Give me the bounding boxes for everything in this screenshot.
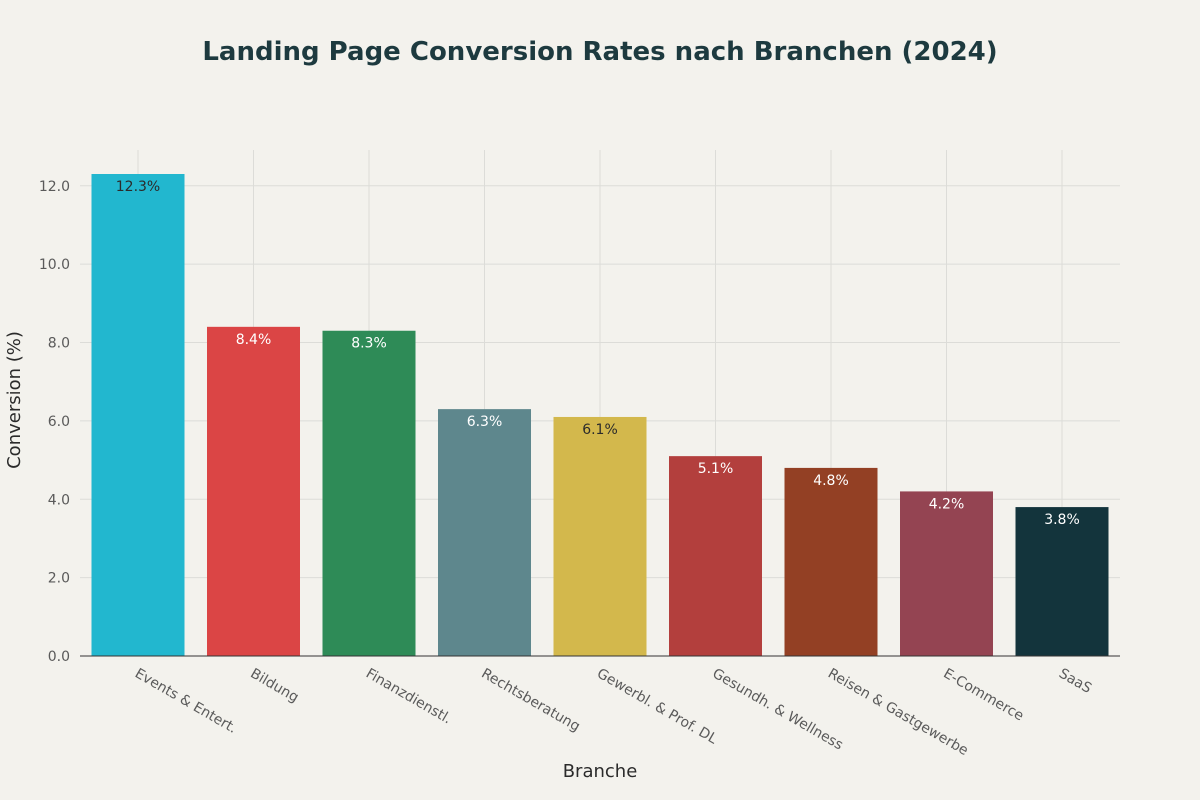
bar <box>438 409 531 656</box>
bar-data-label: 5.1% <box>698 461 734 477</box>
bar <box>784 467 878 656</box>
bar-data-label: 12.3% <box>116 179 160 195</box>
y-tick-label: 0.0 <box>48 649 70 665</box>
bar-data-label: 8.4% <box>236 332 272 348</box>
y-axis-ticks: 0.0 2.0 4.0 6.0 8.0 10.0 12.0 <box>39 179 70 665</box>
bar <box>322 330 416 656</box>
x-tick-label: Bildung <box>248 666 302 706</box>
x-tick-label: E-Commerce <box>941 666 1027 725</box>
x-tick-label: Rechtsberatung <box>479 666 583 735</box>
y-tick-label: 2.0 <box>48 571 70 587</box>
x-tick-label: Events & Entert. <box>132 666 239 737</box>
x-tick-label: Gewerbl. & Prof. DL <box>594 666 720 748</box>
bar-data-label: 3.8% <box>1044 512 1080 528</box>
y-tick-label: 12.0 <box>39 179 70 195</box>
bars-layer: 12.3% 8.4% 8.3% 6.3% 6.1% 5.1% 4.8% 4.2% 3.8% <box>91 174 1109 656</box>
y-axis-title: Conversion (%) <box>4 331 25 469</box>
bar <box>1015 507 1109 656</box>
y-tick-label: 8.0 <box>48 336 70 352</box>
bar-data-label: 6.1% <box>582 422 618 438</box>
bar <box>207 326 300 656</box>
y-tick-label: 6.0 <box>48 414 70 430</box>
bar <box>669 456 762 656</box>
y-tick-label: 4.0 <box>48 492 70 508</box>
bar <box>900 491 993 656</box>
y-tick-label: 10.0 <box>39 257 70 273</box>
bar-data-label: 8.3% <box>351 336 387 352</box>
bar-data-label: 4.8% <box>813 473 849 489</box>
bar-data-label: 6.3% <box>467 414 503 430</box>
bar <box>553 416 647 656</box>
x-axis-category-labels: Events & Entert. Bildung Finanzdienstl. Rec… <box>132 666 1094 759</box>
x-tick-label: SaaS <box>1056 666 1094 697</box>
x-axis-title: Branche <box>563 761 638 782</box>
bar <box>91 174 185 656</box>
chart-title: Landing Page Conversion Rates nach Branc… <box>202 37 997 67</box>
x-tick-label: Finanzdienstl. <box>363 666 454 728</box>
bar-data-label: 4.2% <box>929 496 965 512</box>
